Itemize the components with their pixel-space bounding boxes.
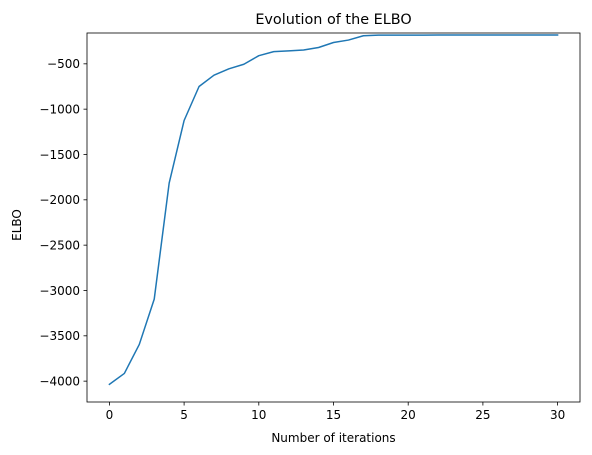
series-line-0 — [108, 34, 559, 386]
y-tick-label: −1500 — [39, 148, 80, 162]
x-tick-label: 25 — [475, 408, 490, 422]
chart-title: Evolution of the ELBO — [255, 12, 411, 28]
x-axis-title: Number of iterations — [271, 431, 395, 445]
y-tick-label: −1000 — [39, 102, 80, 116]
x-tick-label: 30 — [550, 408, 565, 422]
y-tick-label: −2000 — [39, 193, 80, 207]
x-tick-label: 5 — [180, 408, 188, 422]
y-tick-label: −2500 — [39, 238, 80, 252]
x-tick-label: 20 — [401, 408, 416, 422]
y-tick-label: −500 — [47, 57, 80, 71]
y-tick-label: −4000 — [39, 374, 80, 388]
y-tick-label: −3000 — [39, 284, 80, 298]
y-axis-title: ELBO — [10, 209, 24, 241]
y-tick-label: −3500 — [39, 329, 80, 343]
x-tick-label: 0 — [106, 408, 114, 422]
x-tick-label: 15 — [326, 408, 341, 422]
x-tick-label: 10 — [251, 408, 266, 422]
